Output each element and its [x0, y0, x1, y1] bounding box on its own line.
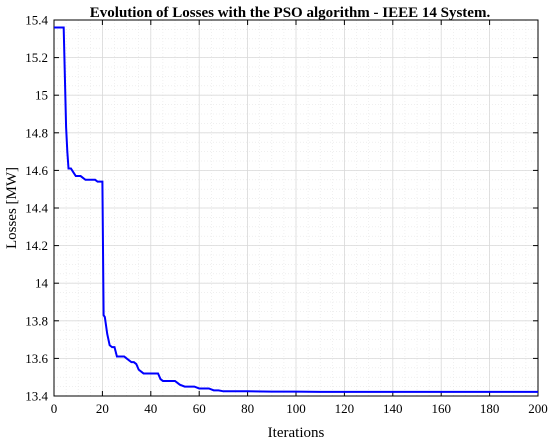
y-tick-label: 14.8	[25, 125, 48, 140]
x-tick-label: 20	[96, 401, 109, 416]
y-tick-label: 13.6	[25, 351, 48, 366]
x-tick-label: 0	[51, 401, 58, 416]
x-tick-label: 100	[286, 401, 306, 416]
x-tick-label: 40	[144, 401, 157, 416]
y-tick-label: 15.2	[25, 50, 48, 65]
x-tick-label: 180	[480, 401, 500, 416]
losses-line	[54, 26, 538, 393]
x-axis-label: Iterations	[268, 425, 325, 441]
x-tick-label: 200	[528, 401, 548, 416]
y-tick-label: 14.2	[25, 238, 48, 253]
x-tick-label: 60	[193, 401, 206, 416]
x-axis-ticks: 0 20 40 60 80 100 120 140 160 180 200	[51, 20, 548, 416]
y-axis-ticks: 13.4 13.6 13.8 14 14.2 14.4 14.6 14.8 15 15.2 15.4	[25, 13, 538, 404]
y-tick-label: 13.4	[25, 389, 48, 404]
y-tick-label: 14	[35, 276, 49, 291]
chart-title: Evolution of Losses with the PSO algorit…	[90, 5, 491, 21]
y-tick-label: 13.8	[25, 313, 48, 328]
x-tick-label: 80	[241, 401, 254, 416]
y-tick-label: 15.4	[25, 13, 48, 28]
y-tick-label: 15	[35, 88, 48, 103]
x-tick-label: 160	[431, 401, 451, 416]
y-axis-label: Losses [MW]	[4, 167, 20, 249]
y-tick-label: 14.6	[25, 163, 48, 178]
x-tick-label: 120	[335, 401, 355, 416]
x-tick-label: 140	[383, 401, 403, 416]
y-tick-label: 14.4	[25, 201, 48, 216]
